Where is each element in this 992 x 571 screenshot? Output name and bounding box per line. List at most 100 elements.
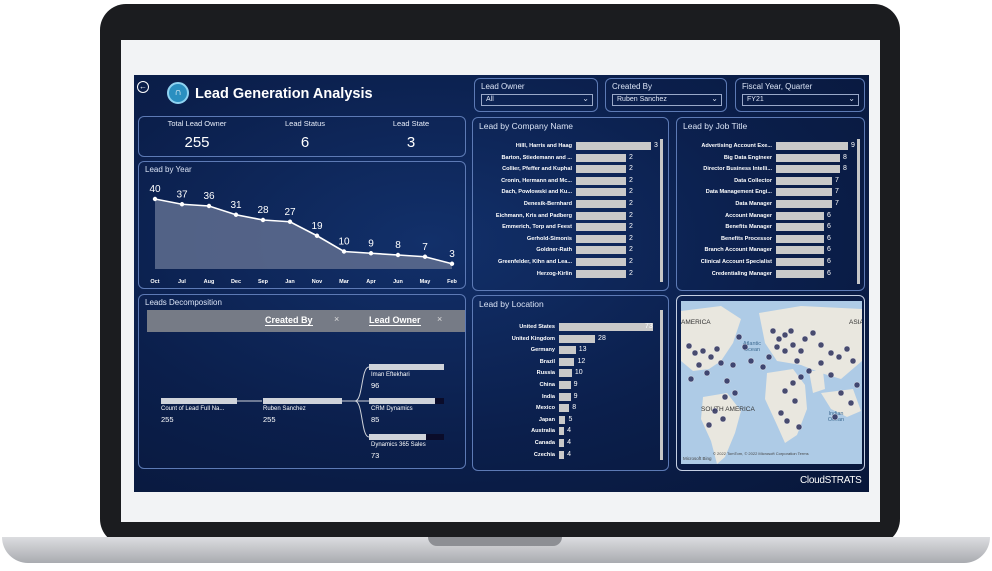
bar[interactable] xyxy=(576,258,626,266)
bar[interactable] xyxy=(576,153,626,162)
bar-row[interactable]: Benefits Manager 6 xyxy=(677,221,866,233)
data-point[interactable] xyxy=(260,217,266,223)
scrollbar[interactable] xyxy=(857,139,860,284)
location-dot[interactable] xyxy=(695,361,703,369)
location-dot[interactable] xyxy=(791,397,799,405)
bar[interactable] xyxy=(559,427,565,436)
company-bar-chart[interactable]: Hilll, Harris and Haag 3 Barton, Stiedeman… xyxy=(473,118,670,292)
data-point[interactable] xyxy=(206,203,212,209)
location-dot[interactable] xyxy=(703,369,711,377)
bar[interactable] xyxy=(776,211,824,220)
bar-row[interactable]: China 9 xyxy=(473,379,670,391)
location-dot[interactable] xyxy=(827,349,835,357)
location-dot[interactable] xyxy=(699,347,707,355)
chevron-down-icon[interactable]: ⌄ xyxy=(848,94,855,103)
bar[interactable] xyxy=(559,357,575,366)
location-dot[interactable] xyxy=(741,343,749,351)
bar-row[interactable]: Emmerich, Torp and Feest 2 xyxy=(473,221,670,233)
location-dot[interactable] xyxy=(831,413,839,421)
bar[interactable] xyxy=(776,165,840,174)
close-icon[interactable]: × xyxy=(437,314,443,324)
bar[interactable] xyxy=(776,176,832,185)
level2-node-bar[interactable] xyxy=(369,398,435,404)
location-dot[interactable] xyxy=(795,423,803,431)
bar-row[interactable]: Benefits Processor 6 xyxy=(677,233,866,245)
location-dot[interactable] xyxy=(687,375,695,383)
location-dot[interactable] xyxy=(747,357,755,365)
bar-row[interactable]: Big Data Engineer 8 xyxy=(677,152,866,164)
location-dot[interactable] xyxy=(787,327,795,335)
created-by-dropdown[interactable]: Ruben Sanchez ⌄ xyxy=(612,94,722,106)
bar[interactable] xyxy=(559,323,653,331)
bar[interactable] xyxy=(559,334,596,343)
bar-row[interactable]: United States 73 xyxy=(473,321,670,333)
location-dot[interactable] xyxy=(797,347,805,355)
scrollbar[interactable] xyxy=(660,310,663,460)
bar[interactable] xyxy=(776,234,824,243)
location-dot[interactable] xyxy=(713,345,721,353)
data-point[interactable] xyxy=(422,254,428,259)
bar[interactable] xyxy=(576,269,626,278)
bar-row[interactable]: Germany 13 xyxy=(473,344,670,356)
bar[interactable] xyxy=(559,369,572,378)
location-dot[interactable] xyxy=(835,353,843,361)
chevron-down-icon[interactable]: ⌄ xyxy=(582,94,589,103)
location-dot[interactable] xyxy=(775,335,783,343)
data-point[interactable] xyxy=(314,233,320,238)
bar[interactable] xyxy=(576,223,626,232)
bar-row[interactable]: Dach, Powlowski and Ku... 2 xyxy=(473,186,670,198)
slicer-fiscal-year[interactable]: Fiscal Year, Quarter FY21 ⌄ xyxy=(735,78,865,112)
bar-row[interactable]: Data Management Engi... 7 xyxy=(677,186,866,198)
location-dot[interactable] xyxy=(735,333,743,341)
location-dot[interactable] xyxy=(691,349,699,357)
location-dot[interactable] xyxy=(797,373,805,381)
bar[interactable] xyxy=(576,211,626,220)
bar[interactable] xyxy=(576,188,626,197)
bar-row[interactable]: Barton, Stiedemann and ... 2 xyxy=(473,152,670,164)
bar[interactable] xyxy=(776,142,848,150)
location-dot[interactable] xyxy=(717,359,725,367)
location-dot[interactable] xyxy=(789,341,797,349)
location-dot[interactable] xyxy=(793,357,801,365)
close-icon[interactable]: × xyxy=(334,314,340,324)
bar[interactable] xyxy=(576,200,626,208)
bar-row[interactable]: Mexico 8 xyxy=(473,402,670,414)
bar-row[interactable]: Greenfelder, Kihn and Lea... 2 xyxy=(473,256,670,268)
bar-row[interactable]: Canada 4 xyxy=(473,437,670,449)
location-dot[interactable] xyxy=(723,377,731,385)
location-dot[interactable] xyxy=(809,329,817,337)
location-dot[interactable] xyxy=(849,357,857,365)
data-point[interactable] xyxy=(287,219,293,224)
location-bar-chart[interactable]: United States 73 United Kingdom 28 Germany 13… xyxy=(473,296,670,472)
bar-row[interactable]: Advertising Account Exe... 9 xyxy=(677,140,866,152)
location-dot[interactable] xyxy=(801,335,809,343)
slicer-created-by[interactable]: Created By Ruben Sanchez ⌄ xyxy=(605,78,727,112)
location-dot[interactable] xyxy=(783,417,791,425)
location-dot[interactable] xyxy=(781,387,789,395)
bar[interactable] xyxy=(576,142,651,150)
bar[interactable] xyxy=(559,404,570,413)
bar-row[interactable]: Director Business Intelli... 8 xyxy=(677,163,866,175)
bar-row[interactable]: Goldner-Rath 2 xyxy=(473,244,670,256)
bar[interactable] xyxy=(776,188,832,197)
slicer-lead-owner[interactable]: Lead Owner All ⌄ xyxy=(474,78,598,112)
bar-row[interactable]: Collier, Pfeffer and Kuphal 2 xyxy=(473,163,670,175)
bar-row[interactable]: Clinical Account Specialist 6 xyxy=(677,256,866,268)
fiscal-year-dropdown[interactable]: FY21 ⌄ xyxy=(742,94,859,106)
location-dot[interactable] xyxy=(711,407,719,415)
lead-by-year-chart[interactable]: 40Oct37Jul36Aug31Dec28Sep27Jan19Nov10Mar… xyxy=(139,176,465,288)
location-dot[interactable] xyxy=(765,353,773,361)
bar-row[interactable]: Account Manager 6 xyxy=(677,210,866,222)
bar-row[interactable]: Credentialing Manager 6 xyxy=(677,268,866,280)
location-dot[interactable] xyxy=(843,345,851,353)
back-arrow-icon[interactable]: ← xyxy=(137,81,149,93)
bar[interactable] xyxy=(576,176,626,185)
bar[interactable] xyxy=(559,415,566,424)
data-point[interactable] xyxy=(449,261,455,266)
bar-row[interactable]: Japan 5 xyxy=(473,414,670,426)
bar-row[interactable]: Herzog-Kirlin 2 xyxy=(473,268,670,280)
location-dot[interactable] xyxy=(777,409,785,417)
bar[interactable] xyxy=(776,223,824,232)
bar[interactable] xyxy=(776,269,824,278)
location-dot[interactable] xyxy=(781,331,789,339)
